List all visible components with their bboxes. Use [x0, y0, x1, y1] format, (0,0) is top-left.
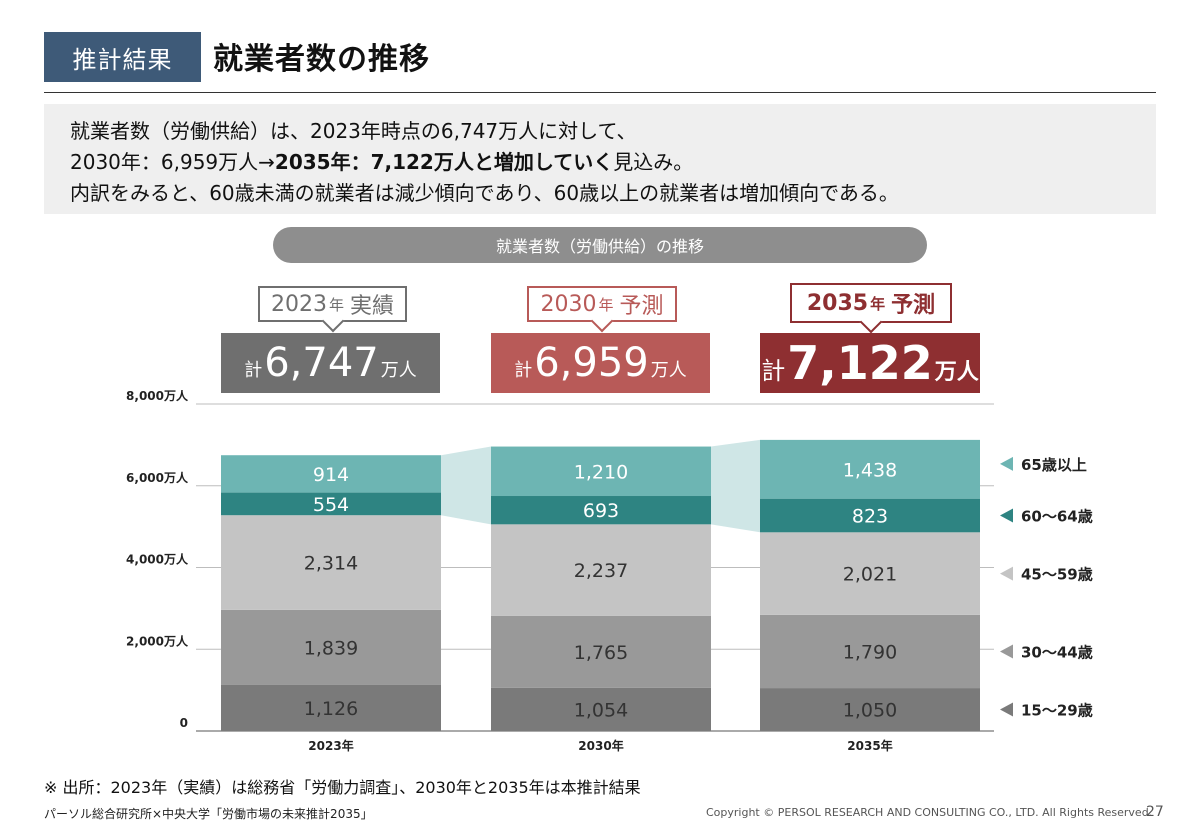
summary-line-2-c: 見込み。	[613, 150, 694, 174]
data-label: 1,790	[843, 641, 897, 663]
legend-label: 30～44歳	[1021, 643, 1093, 661]
y-tick-label: 2,000万人	[126, 633, 189, 648]
bar-segment	[491, 524, 711, 616]
section-tag: 推計結果	[44, 32, 201, 82]
legend-marker-icon	[1000, 566, 1013, 581]
summary-line-2-a: 2030年：6,959万人→	[70, 150, 275, 174]
callout-kind: 予測	[619, 294, 664, 319]
total-2035: 計 7,122 万人	[760, 333, 980, 393]
legend-marker-icon	[1000, 644, 1013, 659]
total-value: 7,122	[787, 336, 933, 390]
callout-2023: 2023 年実績	[258, 286, 407, 333]
bar-segment	[491, 615, 711, 688]
data-label: 1,054	[574, 699, 628, 721]
legend-label: 45～59歳	[1021, 566, 1093, 584]
bar-segment	[491, 446, 711, 497]
page-title: 就業者数の推移	[213, 42, 430, 77]
connector-band	[711, 439, 760, 533]
total-2023: 計 6,747 万人	[221, 333, 440, 393]
bar-segment	[760, 439, 980, 499]
bar-segment	[221, 515, 441, 610]
chart-title: 就業者数（労働供給）の推移	[273, 227, 927, 263]
data-label: 1,765	[574, 642, 628, 664]
bar-segment	[221, 684, 441, 731]
legend-marker-icon	[1000, 702, 1013, 717]
y-tick-label: 4,000万人	[126, 552, 189, 567]
data-label: 2,021	[843, 564, 897, 586]
data-label: 823	[852, 505, 888, 527]
total-unit: 万人	[380, 360, 417, 381]
data-label: 2,314	[304, 553, 358, 575]
legend-marker-icon	[1000, 508, 1013, 523]
x-tick-label: 2035年	[847, 738, 892, 753]
total-value: 6,959	[534, 340, 649, 386]
data-label: 1,839	[304, 637, 358, 659]
summary-line-2: 2030年：6,959万人→2035年：7,122万人と増加していく見込み。	[70, 147, 1156, 178]
connector-band	[441, 446, 491, 525]
summary-line-2-emphasis: 2035年：7,122万人と増加していく	[274, 150, 614, 174]
callout-2035: 2035 年予測	[790, 283, 952, 334]
callout-kind: 実績	[350, 294, 395, 319]
bar-segment	[491, 687, 711, 731]
bar-segment	[760, 614, 980, 689]
x-tick-label: 2030年	[578, 738, 623, 753]
callout-year: 2023	[270, 291, 327, 317]
x-tick-label: 2023年	[308, 738, 353, 753]
total-value: 6,747	[264, 340, 379, 386]
data-label: 693	[583, 500, 619, 522]
legend-label: 65歳以上	[1021, 456, 1087, 474]
callout-year-unit: 年	[598, 295, 614, 314]
source-note: ※ 出所：2023年（実績）は総務省「労働力調査」、2030年と2035年は本推…	[44, 778, 641, 797]
bar-segment	[221, 492, 441, 516]
org-credit: パーソル総合研究所×中央大学「労働市場の未来推計2035」	[44, 807, 373, 821]
callout-2030: 2030 年予測	[527, 286, 677, 333]
data-label: 1,050	[843, 700, 897, 722]
callout-year-unit: 年	[328, 295, 344, 314]
bar-segment	[760, 498, 980, 533]
total-prefix: 計	[514, 360, 533, 381]
legend-marker-icon	[1000, 456, 1013, 471]
bar-segment	[760, 532, 980, 615]
data-label: 1,126	[304, 698, 358, 720]
data-label: 914	[313, 464, 349, 486]
y-tick-label: 6,000万人	[126, 470, 189, 485]
callout-year: 2035	[806, 290, 869, 316]
bar-segment	[221, 609, 441, 685]
data-label: 554	[313, 494, 349, 516]
summary-line-3: 内訳をみると、60歳未満の就業者は減少傾向であり、60歳以上の就業者は増加傾向で…	[70, 181, 899, 205]
data-label: 1,438	[843, 459, 897, 481]
total-unit: 万人	[934, 360, 979, 385]
total-unit: 万人	[650, 360, 687, 381]
page-number: 27	[1146, 804, 1164, 820]
title-divider	[44, 92, 1156, 93]
total-prefix: 計	[244, 360, 263, 381]
summary-box: 就業者数（労働供給）は、2023年時点の6,747万人に対して、 2030年：6…	[44, 104, 1156, 214]
data-label: 2,237	[574, 560, 628, 582]
callout-year: 2030	[540, 291, 597, 317]
bar-segment	[760, 688, 980, 731]
bar-segment	[221, 455, 441, 493]
bar-segment	[491, 496, 711, 525]
copyright: Copyright © PERSOL RESEARCH AND CONSULTI…	[706, 806, 1153, 819]
total-2030: 計 6,959 万人	[491, 333, 710, 393]
y-tick-label: 8,000万人	[126, 390, 189, 403]
callout-year-unit: 年	[870, 294, 886, 313]
total-prefix: 計	[761, 357, 786, 385]
stacked-bar-chart: 0 2,000万人 4,000万人 6,000万人 8,000万人 1,126 1,054 1…	[126, 390, 1093, 753]
data-label: 1,210	[574, 461, 628, 483]
summary-line-1: 就業者数（労働供給）は、2023年時点の6,747万人に対して、	[70, 119, 637, 143]
legend-label: 15～29歳	[1021, 702, 1093, 720]
y-tick-label: 0	[180, 716, 188, 730]
legend-label: 60～64歳	[1021, 507, 1093, 525]
callout-kind: 予測	[891, 293, 936, 318]
